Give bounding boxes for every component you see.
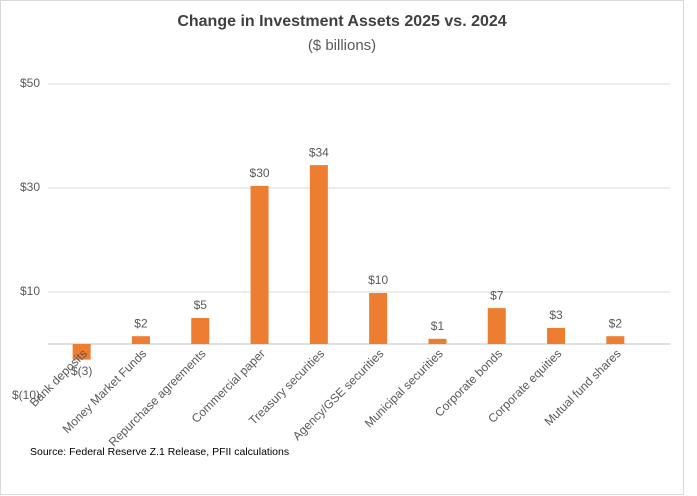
y-tick-label: $10 (20, 284, 40, 298)
bar (428, 338, 447, 344)
bar (369, 293, 388, 344)
value-label: $5 (194, 298, 208, 312)
y-tick-label: $(10) (12, 388, 40, 402)
bar (72, 344, 91, 360)
bar (131, 336, 150, 344)
y-tick-label: $50 (20, 76, 40, 90)
y-tick-label: $30 (20, 180, 40, 194)
value-label: $1 (431, 319, 445, 333)
bar (250, 185, 269, 344)
value-label: $7 (490, 288, 504, 302)
bar (606, 336, 625, 344)
value-label: $3 (549, 308, 563, 322)
value-label: $30 (250, 166, 270, 180)
source-note: Source: Federal Reserve Z.1 Release, PFI… (30, 446, 289, 458)
value-label: $10 (368, 273, 388, 287)
chart-title: Change in Investment Assets 2025 vs. 202… (177, 13, 506, 30)
chart-subtitle: ($ billions) (308, 37, 376, 54)
bar (191, 318, 210, 344)
value-label: $2 (134, 316, 148, 330)
value-label: $(3) (71, 364, 92, 378)
bar (487, 308, 506, 344)
value-label: $2 (609, 316, 623, 330)
chart-border (0, 0, 684, 495)
bar (309, 165, 328, 344)
bar (547, 327, 566, 344)
value-label: $34 (309, 145, 329, 159)
